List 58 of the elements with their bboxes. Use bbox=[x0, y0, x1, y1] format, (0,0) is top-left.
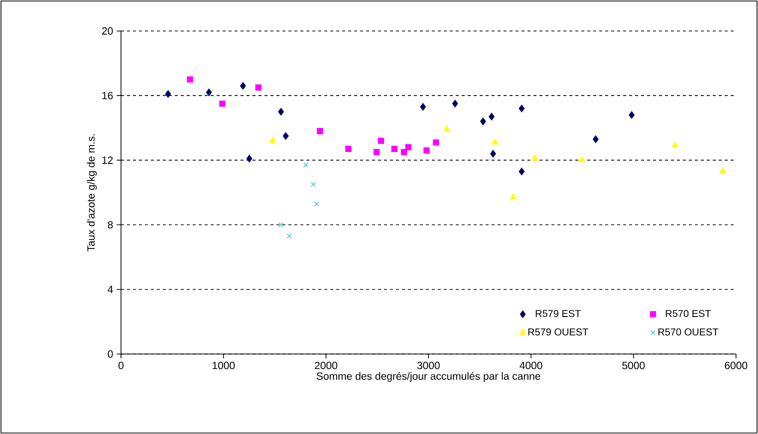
point bbox=[219, 100, 226, 107]
x-axis-title: Somme des degrés/jour accumulés par la canne bbox=[316, 372, 540, 382]
point bbox=[314, 201, 320, 206]
point bbox=[420, 103, 426, 111]
point bbox=[488, 112, 495, 120]
y-tick-label: 0 bbox=[108, 350, 113, 358]
point bbox=[405, 144, 412, 150]
point bbox=[578, 156, 586, 162]
point bbox=[719, 168, 726, 174]
x-tick-label: 4000 bbox=[520, 362, 542, 370]
point bbox=[490, 150, 496, 158]
point bbox=[345, 146, 352, 152]
x-tick-label: 5000 bbox=[622, 362, 645, 370]
point bbox=[628, 111, 635, 119]
point bbox=[532, 154, 538, 161]
point bbox=[510, 194, 517, 200]
point bbox=[672, 142, 678, 148]
point bbox=[246, 154, 252, 162]
point bbox=[278, 108, 284, 116]
x-tick-label: 3000 bbox=[417, 362, 440, 370]
y-tick-label: 4 bbox=[108, 286, 113, 293]
point bbox=[240, 82, 246, 90]
point bbox=[378, 138, 384, 144]
point bbox=[310, 182, 316, 188]
x-tick-label: 2000 bbox=[314, 362, 338, 370]
point bbox=[165, 90, 171, 98]
point bbox=[452, 100, 458, 108]
point bbox=[432, 139, 440, 146]
point bbox=[391, 146, 398, 152]
point bbox=[443, 126, 450, 132]
point bbox=[255, 84, 262, 91]
point bbox=[303, 162, 308, 168]
y-tick-label: 20 bbox=[102, 27, 113, 35]
y-axis-title: Taux d'azote g/kg de m.s. bbox=[87, 134, 97, 252]
x-tick-label: 6000 bbox=[724, 362, 748, 370]
point bbox=[278, 222, 284, 228]
x-tick-label: 0 bbox=[118, 362, 124, 370]
point bbox=[492, 138, 498, 145]
y-tick-label: 12 bbox=[102, 156, 113, 164]
point bbox=[480, 118, 486, 126]
legend-label: R570 OUEST bbox=[658, 328, 718, 336]
point bbox=[518, 168, 525, 176]
point bbox=[316, 128, 324, 134]
y-tick-label: 16 bbox=[102, 92, 113, 100]
legend-label: R579 OUEST bbox=[528, 328, 588, 336]
point bbox=[374, 149, 380, 156]
point bbox=[518, 104, 525, 112]
point bbox=[286, 233, 292, 239]
point bbox=[269, 137, 276, 143]
legend-label: R570 EST bbox=[666, 310, 711, 318]
point bbox=[282, 132, 289, 140]
y-tick-label: 8 bbox=[108, 221, 113, 228]
legend-label: R579 EST bbox=[536, 310, 581, 318]
point bbox=[423, 147, 430, 154]
point bbox=[186, 76, 194, 83]
x-tick-label: 1000 bbox=[212, 362, 235, 370]
point bbox=[592, 136, 599, 143]
point bbox=[206, 88, 212, 96]
